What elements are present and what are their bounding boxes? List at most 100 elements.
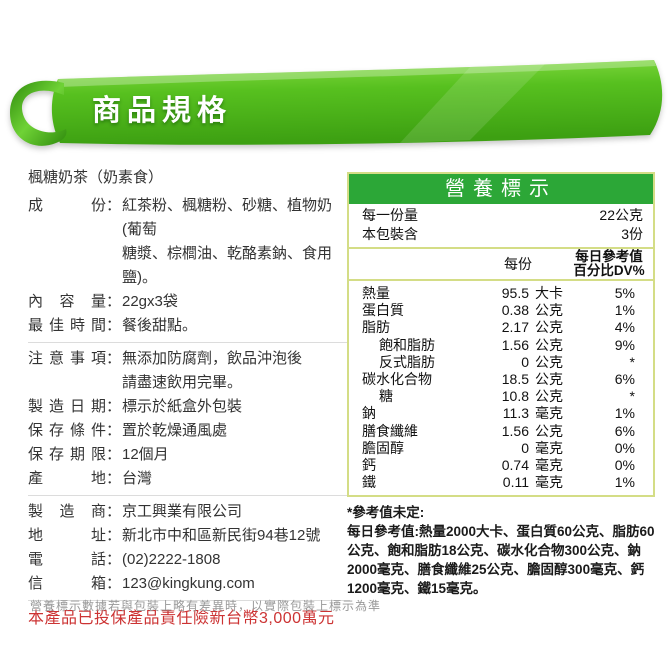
nutrition-table-title: 營養標示 — [349, 174, 653, 204]
nutrition-table: 營養標示 每一份量 22公克 本包裝含 3份 每份 每日參考值 百分比DV% — [347, 172, 655, 498]
spec-value: 22gx3袋 — [122, 293, 178, 310]
nutrient-unit: 大卡 — [535, 285, 563, 301]
nutrient-unit: 公克 — [535, 336, 563, 353]
spec-colon: ： — [106, 575, 122, 592]
spec-colon: ： — [106, 470, 122, 487]
nutrition-row: 膽固醇 0 毫克 0% — [349, 440, 653, 457]
spec-label: 產地 — [28, 470, 106, 487]
spec-colon: ： — [106, 551, 122, 568]
nutrient-unit: 毫克 — [535, 474, 563, 491]
spec-value: 無添加防腐劑，飲品沖泡後 請盡速飲用完畢。 — [122, 350, 303, 391]
nutrition-row: 鈉 11.3 毫克 1% — [349, 405, 653, 422]
nutrient-name: 蛋白質 — [362, 302, 404, 319]
nutrient-value: 11.3 — [502, 405, 529, 422]
spec-value: 京工興業有限公司 — [122, 503, 243, 520]
nutrition-rows: 熱量 95.5 大卡 5% 蛋白質 0.38 公克 1% 脂肪 2.17 公克 … — [349, 281, 653, 495]
nutrient-dv: 1% — [614, 405, 635, 422]
nutrition-panel: 營養標示 每一份量 22公克 本包裝含 3份 每份 每日參考值 百分比DV% — [347, 172, 655, 598]
page-title: 商品規格 — [92, 95, 233, 127]
servings-label: 本包裝含 — [362, 226, 418, 242]
nutrient-value: 18.5 — [501, 371, 529, 388]
spec-label: 最佳時間 — [28, 317, 106, 334]
nutrient-name: 糖 — [379, 388, 393, 405]
spec-row: 注意事項 ： 無添加防腐劑，飲品沖泡後 請盡速飲用完畢。 — [28, 347, 350, 395]
nutrition-row: 膳食纖維 1.56 公克 6% — [349, 423, 653, 440]
nutrient-name: 膳食纖維 — [362, 422, 418, 439]
spec-label: 內容量 — [28, 293, 106, 310]
nutrient-name: 碳水化合物 — [362, 371, 432, 388]
spec-value: 新北市中和區新民街94巷12號 — [122, 527, 321, 544]
footer-disclaimer: 營養標示數據若與包裝上略有差異時，以實際包裝上標示為準 — [30, 599, 382, 613]
nutrition-row: 反式脂肪 0 公克 * — [349, 354, 653, 371]
spec-value: 12個月 — [122, 446, 169, 463]
banner-ribbon: 商品規格 — [0, 55, 670, 160]
spec-row: 地址 ： 新北市中和區新民街94巷12號 — [28, 524, 350, 548]
spec-colon: ： — [106, 422, 122, 439]
nutrition-column-headers: 每份 每日參考值 百分比DV% — [349, 249, 653, 281]
spec-value: 餐後甜點。 — [122, 317, 198, 334]
nutrient-dv: 0% — [614, 439, 635, 456]
spec-row: 電話 ： (02)2222-1808 — [28, 548, 350, 572]
nutrient-name: 飽和脂肪 — [379, 336, 435, 353]
nutrition-row: 鈣 0.74 毫克 0% — [349, 457, 653, 474]
divider — [28, 495, 350, 496]
spec-label: 保存期限 — [28, 446, 106, 463]
serving-size-label: 每一份量 — [362, 207, 418, 223]
nutrition-row: 蛋白質 0.38 公克 1% — [349, 302, 653, 319]
nutrient-value: 0.38 — [501, 302, 529, 319]
spec-value: 標示於紙盒外包裝 — [122, 398, 243, 415]
nutrient-value: 10.8 — [501, 388, 529, 405]
spec-colon: ： — [106, 197, 122, 214]
nutrient-name: 熱量 — [362, 285, 390, 301]
nutrition-footnote: *參考值未定: 每日參考值:熱量2000大卡、蛋白質60公克、脂肪60公克、飽和… — [347, 503, 655, 598]
serving-size-value: 22公克 — [599, 207, 643, 223]
nutrient-name: 鐵 — [362, 474, 376, 491]
spec-colon: ： — [106, 317, 122, 334]
nutrient-name: 鈣 — [362, 457, 376, 474]
spec-label: 電話 — [28, 551, 106, 568]
spec-label: 信箱 — [28, 575, 106, 592]
nutrient-value: 0.74 — [501, 457, 529, 474]
nutrient-dv: 1% — [614, 302, 635, 319]
footnote-undefined: *參考值未定: — [347, 505, 425, 521]
spec-colon: ： — [106, 527, 122, 544]
nutrient-dv: 4% — [614, 319, 635, 336]
nutrient-dv: * — [629, 353, 635, 370]
spec-row: 保存期限 ： 12個月 — [28, 443, 350, 467]
nutrient-dv: 5% — [614, 285, 635, 301]
nutrient-dv: 6% — [614, 422, 635, 439]
nutrient-value: 1.56 — [501, 422, 529, 439]
nutrition-row: 脂肪 2.17 公克 4% — [349, 319, 653, 336]
spec-label: 製造日期 — [28, 398, 106, 415]
spec-row: 產地 ： 台灣 — [28, 467, 350, 491]
nutrition-row: 鐵 0.11 毫克 1% — [349, 474, 653, 491]
ribbon-graphic — [10, 60, 663, 146]
spec-row: 內容量 ： 22gx3袋 — [28, 290, 350, 314]
spec-value: 置於乾燥通風處 — [122, 422, 228, 439]
spec-row: 信箱 ： 123@kingkung.com — [28, 572, 350, 596]
spec-label: 製造商 — [28, 503, 106, 520]
spec-row: 製造商 ： 京工興業有限公司 — [28, 500, 350, 524]
spec-row: 保存條件 ： 置於乾燥通風處 — [28, 419, 350, 443]
divider — [28, 342, 350, 343]
nutrient-dv: 1% — [614, 474, 635, 491]
per-serving-header: 每份 — [504, 256, 532, 272]
spec-value: 紅茶粉、楓糖粉、砂糖、植物奶(葡萄 糖漿、棕櫚油、乾酪素鈉、食用鹽)。 — [122, 197, 333, 286]
nutrient-unit: 公克 — [535, 388, 563, 405]
spec-label: 注意事項 — [28, 350, 106, 367]
spec-colon: ： — [106, 398, 122, 415]
nutrient-dv: 6% — [614, 371, 635, 388]
spec-value: (02)2222-1808 — [122, 551, 221, 568]
nutrient-unit: 公克 — [535, 319, 563, 336]
spec-value: 123@kingkung.com — [122, 575, 255, 592]
daily-value-header: 每日參考值 百分比DV% — [573, 249, 645, 278]
nutrient-value: 0 — [521, 439, 529, 456]
spec-colon: ： — [106, 446, 122, 463]
spec-value: 台灣 — [122, 470, 153, 487]
product-specs: 楓糖奶茶（奶素食） 成份 ： 紅茶粉、楓糖粉、砂糖、植物奶(葡萄 糖漿、棕櫚油、… — [28, 166, 350, 630]
spec-label: 保存條件 — [28, 422, 106, 439]
nutrient-value: 0 — [521, 353, 529, 370]
nutrient-value: 0.11 — [502, 474, 529, 491]
nutrient-value: 1.56 — [501, 336, 529, 353]
